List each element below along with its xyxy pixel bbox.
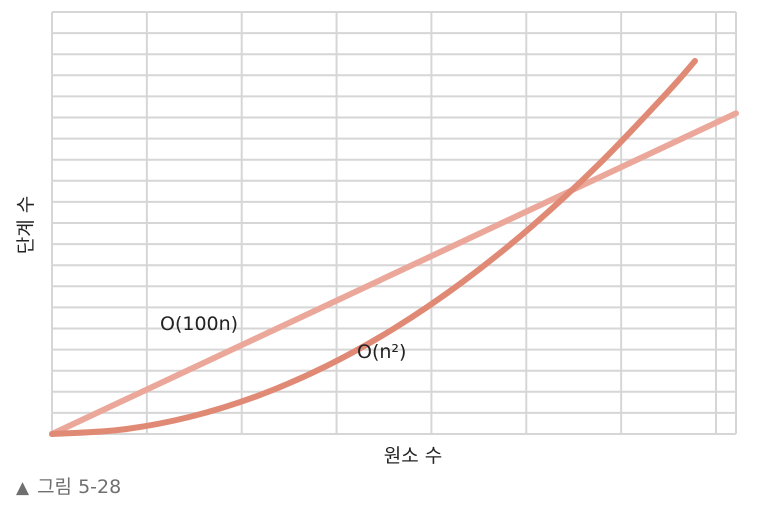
figure-caption: ▲ 그림 5-28 — [16, 472, 121, 499]
triangle-icon: ▲ — [16, 478, 30, 498]
series-label-o-100n: O(100n) — [160, 313, 238, 335]
caption-text: 그림 5-28 — [37, 476, 122, 498]
series-label-o-n-squared: O(n²) — [357, 341, 406, 363]
x-axis-label: 원소 수 — [384, 445, 442, 467]
series-line-o-n-squared — [49, 57, 698, 437]
series-line-o-100n — [49, 110, 739, 437]
series-lines — [49, 57, 739, 437]
y-axis-label: 단계 수 — [15, 196, 37, 254]
grid — [51, 11, 737, 435]
